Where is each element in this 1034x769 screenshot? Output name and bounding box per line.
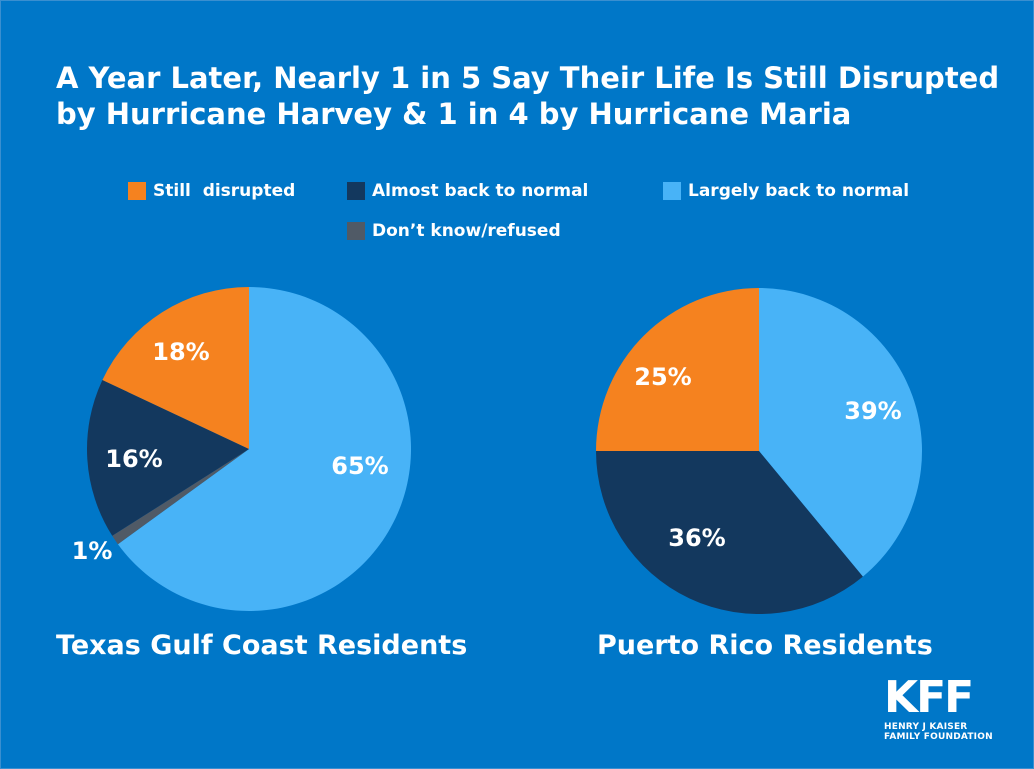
pie-1-slice-1 (596, 451, 863, 614)
puerto-rico-chart-label: Puerto Rico Residents (597, 630, 933, 661)
logo-subtitle-line1: HENRY J KAISER (884, 722, 968, 732)
legend-item-still-disrupted: Still disrupted (128, 181, 295, 201)
legend-item-largely-back: Largely back to normal (663, 181, 909, 201)
pie-0-slice-1 (112, 449, 250, 545)
pie-1-data-label-2: 25% (634, 363, 691, 391)
pie-0-slice-3 (102, 287, 249, 449)
legend-label: Don’t know/refused (372, 221, 561, 241)
chart-title: A Year Later, Nearly 1 in 5 Say Their Li… (56, 61, 1000, 131)
texas-chart-label: Texas Gulf Coast Residents (56, 630, 468, 661)
legend-label: Almost back to normal (372, 181, 589, 201)
pie-1-slice-2 (596, 288, 759, 451)
legend-item-dont-know: Don’t know/refused (347, 221, 561, 241)
legend-swatch (347, 222, 365, 240)
pie-1-slice-0 (759, 288, 922, 577)
pie-0-data-label-3: 18% (152, 338, 209, 366)
legend-label: Largely back to normal (688, 181, 910, 201)
pie-0-data-label-0: 65% (331, 452, 388, 480)
pie-0-data-label-1: 1% (72, 537, 113, 565)
legend-item-almost-back: Almost back to normal (347, 181, 588, 201)
pie-0-slice-2 (86, 380, 249, 536)
legend-swatch (128, 182, 146, 200)
pie-0-slice-0 (117, 287, 412, 611)
pie-0-data-label-2: 16% (105, 445, 162, 473)
pie-1-data-label-1: 36% (668, 524, 725, 552)
legend-swatch (663, 182, 681, 200)
legend-swatch (347, 182, 365, 200)
logo-subtitle-line2: FAMILY FOUNDATION (884, 732, 993, 742)
legend-label: Still disrupted (153, 181, 296, 201)
kff-logo: KFF (884, 672, 974, 723)
pie-1-data-label-0: 39% (844, 397, 901, 425)
